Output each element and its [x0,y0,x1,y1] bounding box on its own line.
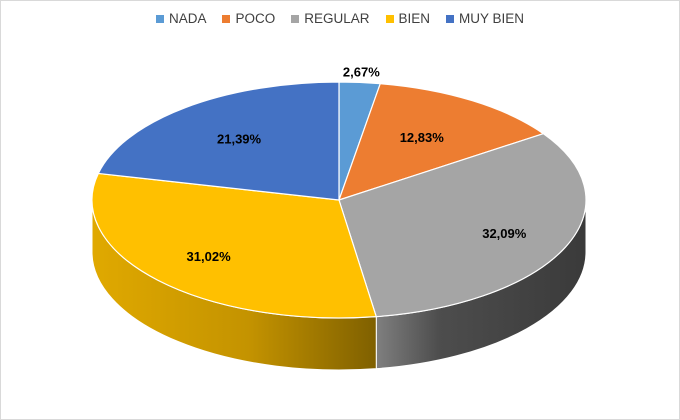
data-label-poco: 12,83% [400,130,445,145]
data-label-nada: 2,67% [343,64,380,79]
pie-slice-muy-bien [97,81,340,201]
pie-slice-regular [338,133,587,318]
legend-item-nada: NADA [155,11,207,26]
legend-swatch [385,14,394,23]
data-label-muy-bien: 21,39% [217,131,262,146]
legend-swatch [155,14,164,23]
legend-swatch [291,14,300,23]
data-label-regular: 32,09% [482,226,527,241]
legend-label: POCO [235,11,276,26]
legend-label: REGULAR [304,11,370,26]
legend-label: MUY BIEN [459,11,525,26]
legend-item-bien: BIEN [385,11,431,26]
pie-slice-bien [91,172,377,319]
pie-slice-poco [338,83,544,201]
legend-item-muy-bien: MUY BIEN [446,11,524,26]
legend-item-regular: REGULAR [291,11,370,26]
legend-label: NADA [168,11,207,26]
chart-legend: NADA POCO REGULAR BIEN MUY BIEN [0,11,680,26]
legend-item-poco: POCO [222,11,275,26]
legend-swatch [446,14,455,23]
legend-label: BIEN [398,11,431,26]
data-label-bien: 31,02% [187,249,232,264]
legend-swatch [222,14,231,23]
